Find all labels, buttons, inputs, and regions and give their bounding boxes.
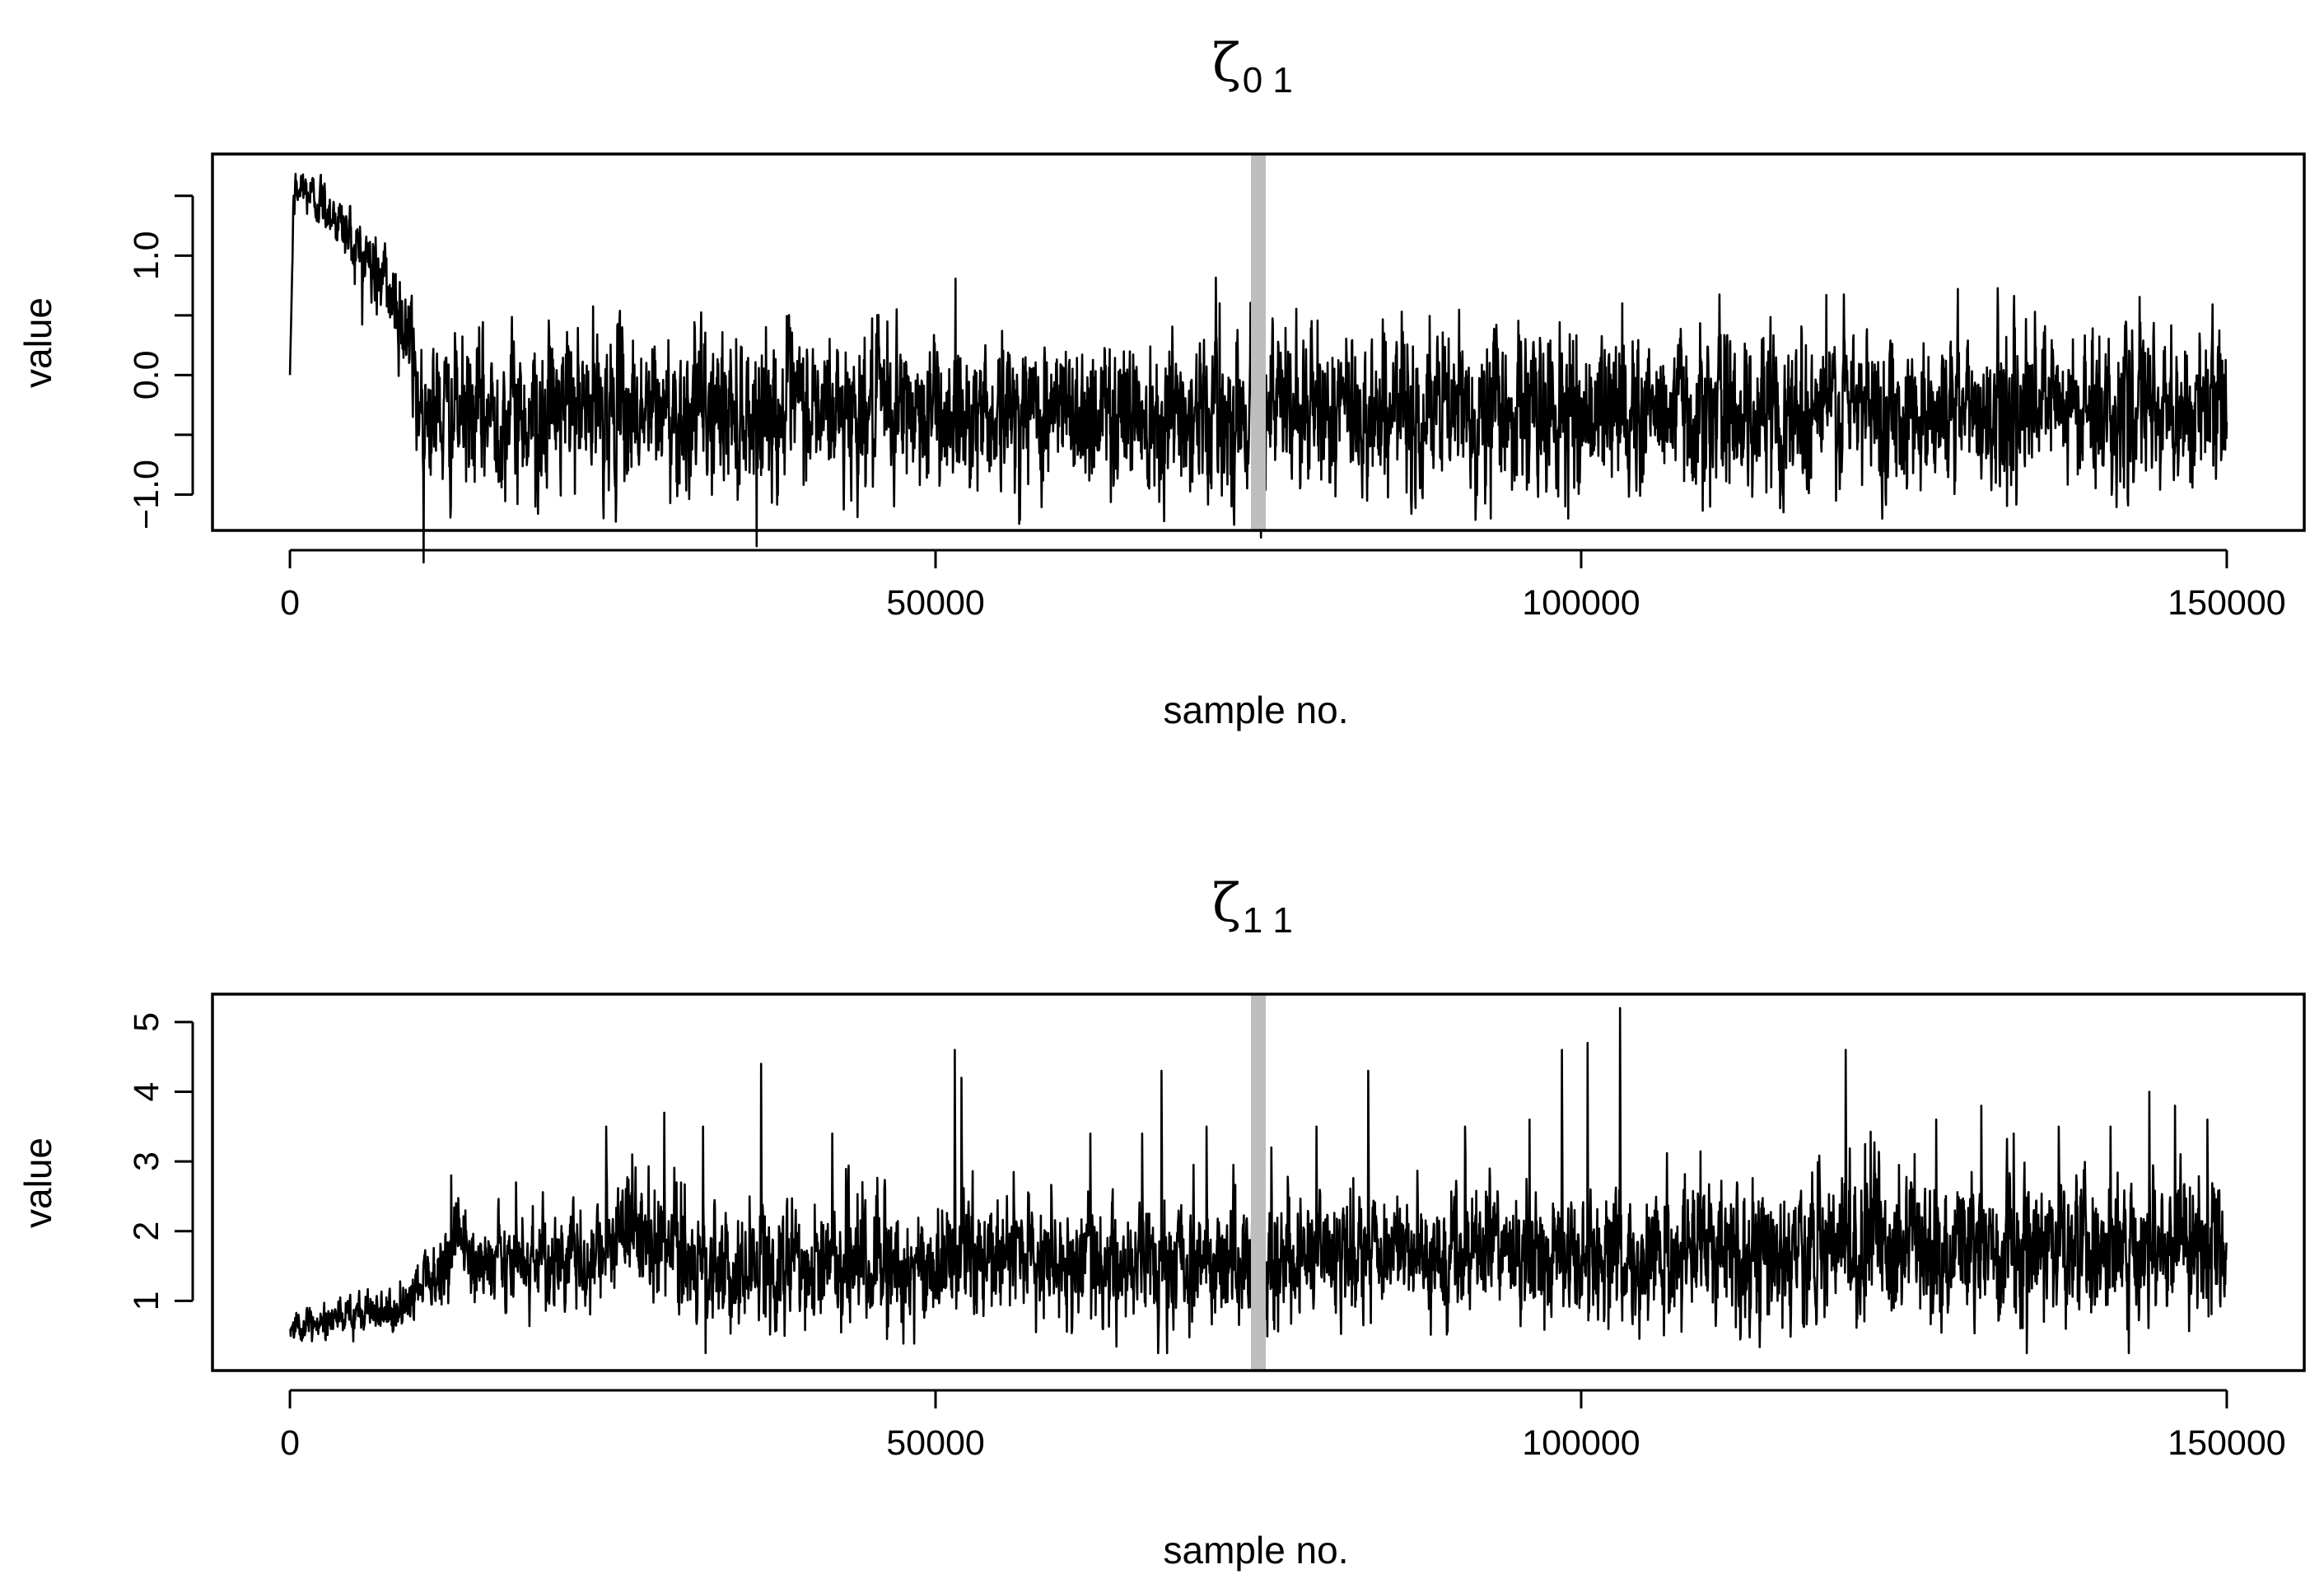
x-tick-label: 0 (280, 583, 300, 623)
y-tick-label: 2 (127, 1221, 166, 1241)
panel-1-marker-line (1251, 154, 1266, 530)
x-tick-label: 150000 (2168, 583, 2286, 623)
panel-2-title-subscript: 1 1 (1243, 900, 1293, 941)
panel-zeta-1-1: ζ1 1 0 50000 100000 150000 1 2 3 4 5 sample no.… (16, 873, 2306, 1572)
x-tick-label: 100000 (1522, 1423, 1640, 1463)
y-tick-label: 4 (127, 1082, 166, 1102)
x-tick-label: 50000 (886, 1423, 985, 1463)
panel-2-title: ζ1 1 (1212, 873, 1293, 941)
y-tick-label: 1.0 (127, 231, 166, 280)
panel-2-y-axis: 1 2 3 4 5 (127, 1012, 194, 1310)
panel-2-y-axis-label: value (16, 1137, 59, 1228)
panel-2-x-axis: 0 50000 100000 150000 (280, 1389, 2286, 1463)
y-tick-label: 3 (127, 1151, 166, 1171)
panel-zeta-0-1: ζ0 1 0 50000 100000 150000 −1.0 0.0 1.0 sampl… (16, 33, 2306, 731)
panel-1-y-axis-label: value (16, 297, 59, 388)
y-tick-label: −1.0 (127, 460, 166, 530)
panel-2-marker-line (1251, 994, 1266, 1371)
x-tick-label: 100000 (1522, 583, 1640, 623)
panel-2-plot-frame (211, 992, 2306, 1372)
marker-band (1251, 994, 1266, 1371)
panel-1-plot-frame (211, 152, 2306, 532)
panel-1-title: ζ0 1 (1212, 33, 1293, 100)
y-tick-label: 0.0 (127, 351, 166, 400)
panel-1-y-axis: −1.0 0.0 1.0 (127, 194, 194, 530)
y-tick-label: 5 (127, 1012, 166, 1032)
panel-2-x-axis-label: sample no. (1163, 1529, 1348, 1572)
panel-1-title-subscript: 0 1 (1243, 60, 1293, 100)
y-tick-label: 1 (127, 1291, 166, 1310)
x-tick-label: 50000 (886, 583, 985, 623)
panel-1-x-axis-label: sample no. (1163, 689, 1348, 731)
panel-1-x-axis: 0 50000 100000 150000 (280, 549, 2286, 623)
x-tick-label: 150000 (2168, 1423, 2286, 1463)
x-tick-label: 0 (280, 1423, 300, 1463)
marker-band (1251, 154, 1266, 530)
